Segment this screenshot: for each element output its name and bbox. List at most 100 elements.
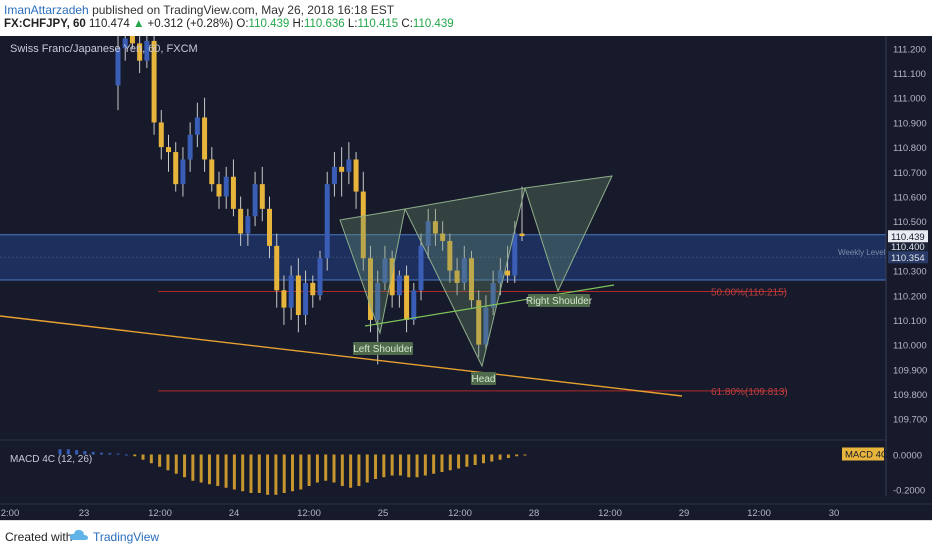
time-tick-label: 25 xyxy=(378,508,389,519)
time-tick-label: 2:00 xyxy=(1,508,20,519)
footer: Created with TradingView xyxy=(0,520,932,551)
published-text: published on TradingView.com, May 26, 20… xyxy=(92,3,395,17)
price-tag-zone-top-bg xyxy=(888,239,928,252)
candle-body xyxy=(425,221,431,246)
macd-bar xyxy=(116,453,120,455)
change-value: +0.312 (+0.28%) xyxy=(147,18,234,30)
macd-bar xyxy=(390,454,394,476)
macd-bar xyxy=(506,454,510,458)
time-tick-label: 12:00 xyxy=(598,508,622,519)
high-value: 110.636 xyxy=(303,18,345,30)
macd-bar xyxy=(216,454,220,486)
macd-bar xyxy=(158,454,162,467)
macd-layer xyxy=(0,439,886,495)
author-link[interactable]: ImanAttarzadeh xyxy=(4,3,89,17)
macd-bar xyxy=(382,454,386,478)
price-tick-label: 111.100 xyxy=(893,69,926,80)
macd-bar xyxy=(398,454,402,476)
macd-bar xyxy=(465,454,469,467)
macd-bar xyxy=(432,454,436,474)
candle-body xyxy=(129,36,135,44)
time-tick-label: 12:00 xyxy=(747,508,771,519)
fib-50-label: 50.00%(110.215) xyxy=(711,288,787,299)
candle-body xyxy=(432,221,438,234)
candle-body xyxy=(411,290,417,320)
tradingview-brand-link[interactable]: TradingView xyxy=(93,530,160,544)
head-shape xyxy=(404,187,526,368)
price-tick-label: 110.700 xyxy=(893,168,927,179)
macd-bar xyxy=(266,454,270,495)
price-tag-zone-mid-bg xyxy=(888,251,928,264)
macd-tick-label: 0.0000 xyxy=(893,451,922,462)
candle-body xyxy=(180,159,186,185)
time-tick-label: 12:00 xyxy=(148,508,172,519)
candle-body xyxy=(375,282,381,320)
macd-bar xyxy=(515,454,519,457)
candle-body xyxy=(144,40,150,61)
candle-body xyxy=(339,166,345,172)
chart-canvas[interactable]: 111.200 111.100 111.000 110.900 110.800 110.7… xyxy=(0,36,932,520)
macd-bar xyxy=(207,454,211,485)
candle-body xyxy=(281,290,287,308)
macd-bar xyxy=(141,454,145,460)
candle-body xyxy=(115,48,121,86)
low-label: L: xyxy=(347,18,358,30)
macd-bar xyxy=(490,454,494,462)
price-tag-zone-mid: 110.354 xyxy=(891,253,925,264)
macd-bar xyxy=(291,454,294,492)
candle-body xyxy=(202,117,208,160)
candle-body xyxy=(382,258,388,283)
candle-body xyxy=(122,38,128,49)
candle-body xyxy=(187,134,193,160)
macd-tick-label: -0.2000 xyxy=(893,486,925,497)
low-value: 110.415 xyxy=(357,18,399,30)
candle-body xyxy=(447,240,453,271)
right-shoulder-label: Right Shoulder xyxy=(526,296,593,307)
up-arrow-icon: ▲ xyxy=(132,18,145,30)
macd-bar xyxy=(249,454,253,493)
macd-badge-bg xyxy=(842,447,884,461)
price-tick-label: 109.900 xyxy=(893,365,927,376)
candle-body xyxy=(137,43,143,61)
time-tick-label: 29 xyxy=(679,508,690,519)
macd-bar xyxy=(241,454,245,492)
macd-bar xyxy=(407,454,411,478)
candle-body xyxy=(230,176,236,209)
macd-bar xyxy=(232,454,236,490)
macd-bar xyxy=(83,451,87,455)
candle-body xyxy=(324,184,330,259)
candle-body xyxy=(245,216,251,234)
tradingview-cloud-icon xyxy=(69,529,88,540)
macd-bar xyxy=(100,452,104,455)
macd-bar xyxy=(374,454,378,479)
candle-body xyxy=(310,282,316,296)
macd-bar xyxy=(91,451,95,455)
candle-body xyxy=(469,258,474,301)
candle-body xyxy=(454,270,460,283)
created-with-text: Created with xyxy=(5,530,73,544)
macd-bar xyxy=(357,454,361,486)
right-shoulder-label-bg xyxy=(528,294,590,307)
price-tick-label: 110.500 xyxy=(893,217,927,228)
macd-label: MACD 4C (12, 26) xyxy=(10,454,92,465)
candle-body xyxy=(404,275,410,320)
time-tick-label: 23 xyxy=(79,508,90,519)
macd-bar xyxy=(191,454,195,481)
symbol-label[interactable]: FX:CHFJPY, 60 xyxy=(4,18,86,30)
publish-header: ImanAttarzadeh published on TradingView.… xyxy=(0,0,932,34)
price-tick-label: 110.800 xyxy=(893,143,927,154)
chart-area[interactable]: 111.200 111.100 111.000 110.900 110.800 110.7… xyxy=(0,36,932,520)
candle-body xyxy=(151,40,157,123)
candle-body xyxy=(476,300,482,345)
candle-body xyxy=(194,117,200,135)
left-shoulder-shape xyxy=(339,208,406,335)
candle-body xyxy=(252,184,258,217)
chart-title: Swiss Franc/Japanese Yen, 60, FXCM xyxy=(10,43,198,55)
macd-bar xyxy=(498,454,502,460)
candle-body xyxy=(389,258,395,296)
candle-body xyxy=(461,258,467,283)
macd-bar xyxy=(457,454,461,469)
candle-body xyxy=(238,208,244,234)
price-tick-label: 110.100 xyxy=(893,316,927,327)
macd-bar xyxy=(481,454,485,464)
